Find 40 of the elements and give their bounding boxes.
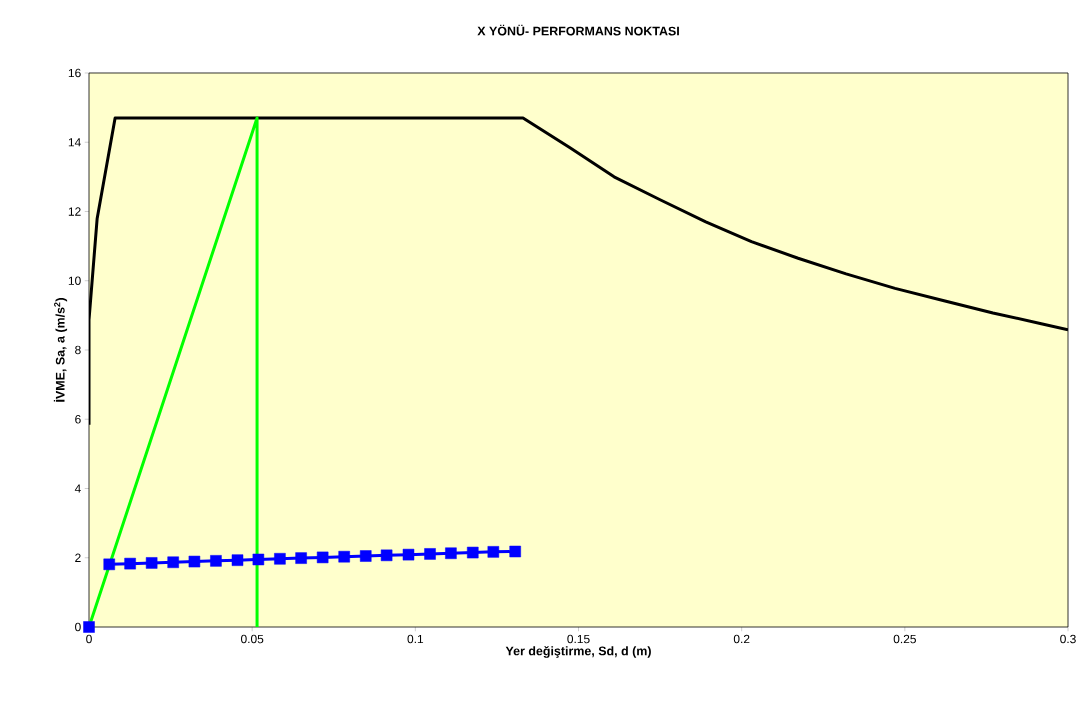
point <box>402 548 415 561</box>
x-tick-label: 0 <box>86 634 92 644</box>
point <box>145 557 158 569</box>
point <box>231 554 244 566</box>
y-tick-label: 0 <box>75 622 81 632</box>
point <box>103 558 115 571</box>
point <box>445 547 457 559</box>
y-tick-label: 4 <box>74 484 81 493</box>
point <box>380 549 393 562</box>
y-axis-title: İVME, Sa, a (m/s$^{2}$) <box>53 298 68 402</box>
chart-title: X YÖNÜ- PERFORMANS NOKTASI <box>477 24 679 36</box>
x-axis-title: Yer değiştirme, Sd, d (m) <box>505 646 651 658</box>
x-tick-label: 0.05 <box>241 634 264 644</box>
y-tick-label: 6 <box>75 415 81 424</box>
point <box>124 557 136 570</box>
point <box>83 621 95 633</box>
x-tick-label: 0.1 <box>407 634 424 644</box>
point <box>167 556 179 568</box>
x-tick-label: 0.3 <box>1060 634 1076 644</box>
point <box>338 550 350 563</box>
point <box>188 555 201 568</box>
y-tick-label: 14 <box>68 138 81 147</box>
y-tick-label: 10 <box>68 276 81 285</box>
x-tick-label: 0.2 <box>733 634 750 644</box>
x-tick-label: 0.15 <box>567 634 590 644</box>
y-tick-label: 2 <box>75 553 81 562</box>
x-tick-label: 0.25 <box>893 634 916 644</box>
point <box>274 553 286 565</box>
point <box>487 546 500 558</box>
point <box>210 555 222 567</box>
point <box>316 551 329 564</box>
point <box>252 553 265 566</box>
y-tick-label: 12 <box>68 207 81 216</box>
point <box>509 545 521 558</box>
point <box>359 550 372 562</box>
y-tick-label: 8 <box>75 345 81 355</box>
point <box>467 546 479 559</box>
point <box>424 548 436 560</box>
y-tick-label: 16 <box>68 68 81 78</box>
point <box>295 552 307 564</box>
